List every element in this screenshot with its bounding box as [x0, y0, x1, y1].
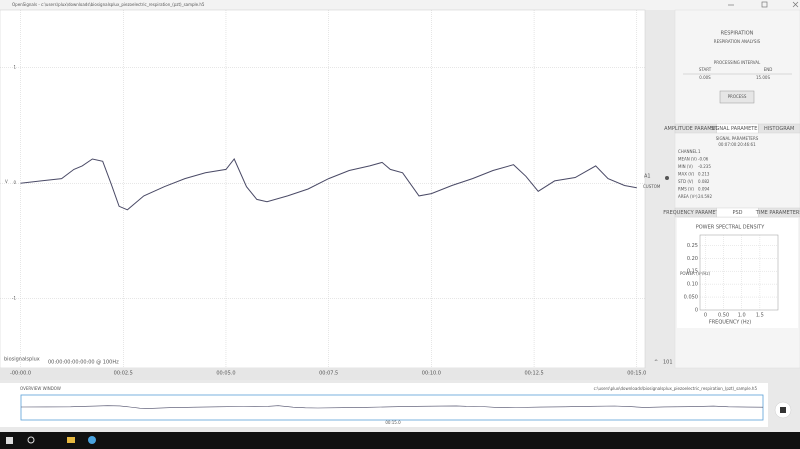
signal-line [20, 158, 637, 211]
tab-label[interactable]: TIME PARAMETERS [755, 210, 800, 216]
psd-y-tick-label: 0.050 [684, 295, 698, 301]
status-time: 00:00:00:00:00:00 @ 100Hz [48, 360, 119, 366]
param-name: MAX (V) [678, 172, 694, 177]
x-tick-label: 00:10.0 [422, 371, 441, 377]
logo: biosignalsplux [4, 357, 40, 363]
y-tick-label: 1 [13, 65, 16, 70]
tab-label[interactable]: PSD [732, 210, 742, 216]
param-value: 0.213 [698, 172, 710, 177]
param-value: 0.082 [698, 179, 710, 184]
psd-y-tick-label: 0 [695, 308, 698, 314]
tab-label[interactable]: AMPLITUDE PARAMETERS [664, 126, 727, 132]
y-axis-label: V [5, 179, 8, 184]
psd-x-label: FREQUENCY (Hz) [709, 320, 751, 326]
param-name: AREA (V²) [678, 194, 698, 199]
overview-end-time: 00:15.0 [385, 420, 401, 425]
y-tick-label: -1 [12, 296, 16, 301]
process-button[interactable] [719, 90, 755, 104]
channel-label: A1 [644, 174, 651, 180]
tab-label[interactable]: FREQUENCY PARAMETERS [663, 210, 728, 216]
param-value: -0.235 [698, 164, 711, 169]
scroll-up[interactable]: ^ [654, 360, 658, 366]
start-value[interactable]: 0.00S [699, 75, 711, 80]
param-name: STD (V) [678, 179, 694, 184]
panel-title: RESPIRATION [721, 31, 754, 37]
psd-x-tick-label: 0.50 [718, 313, 729, 319]
psd-title: POWER SPECTRAL DENSITY [696, 225, 766, 231]
overview-signal [20, 405, 764, 409]
param-name: MIN (V) [678, 164, 693, 169]
time-axis [0, 368, 645, 380]
param-name: CHANNEL [678, 149, 698, 154]
overview-title: OVERVIEW WINDOW [20, 386, 61, 391]
psd-y-label: POWER (V²/Hz) [680, 271, 710, 276]
psd-x-tick-label: 0 [704, 313, 707, 319]
psd-y-tick-label: 0.10 [687, 282, 698, 288]
zoom-level: 101 [663, 360, 673, 366]
y-tick-label: 0 [13, 180, 16, 185]
x-tick-label: 00:15.0 [627, 371, 646, 377]
param-value: 1 [698, 149, 701, 154]
param-value: -0.06 [698, 157, 709, 162]
title-bar [0, 0, 800, 10]
params-time: 00:07:00:20:46:61 [718, 142, 756, 147]
end-value[interactable]: 15.00S [756, 75, 770, 80]
main-plot [0, 9, 646, 369]
end-label: END [764, 67, 773, 72]
param-value: 0.094 [698, 187, 710, 192]
tab-label[interactable]: HISTOGRAM [764, 126, 794, 132]
overview-selection[interactable] [20, 394, 764, 421]
psd-x-tick-label: 1.0 [738, 313, 746, 319]
x-tick-label: 00:02.5 [114, 371, 133, 377]
param-value: 24.592 [698, 194, 712, 199]
channel-toggle[interactable] [665, 176, 669, 180]
panel-subtitle: RESPIRATION ANALYSIS [714, 39, 761, 44]
taskbar-icons[interactable] [6, 436, 96, 444]
x-tick-label: 00:05.0 [216, 371, 235, 377]
x-tick-label: 00:12.5 [524, 371, 543, 377]
window-title: OpenSignals - c:\users\plux\downloads\bi… [12, 2, 205, 7]
x-tick-label: -00:00.0 [10, 371, 31, 377]
channel-type: CUSTOM [643, 184, 661, 189]
interval-title: PROCESSING INTERVAL [714, 60, 761, 65]
psd-y-tick-label: 0.25 [687, 243, 698, 249]
x-tick-label: 00:07.5 [319, 371, 338, 377]
param-name: RMS (V) [678, 187, 694, 192]
param-name: MEAN (V) [678, 157, 697, 162]
stop-icon[interactable] [780, 407, 786, 413]
psd-y-tick-label: 0.15 [687, 269, 698, 275]
taskbar [0, 432, 800, 449]
process-button-label[interactable]: PROCESS [728, 94, 747, 99]
params-title: SIGNAL PARAMETERS [716, 136, 759, 141]
start-label: START [699, 67, 712, 72]
overview-file: c:\users\plux\downloads\biosignalsplux_p… [594, 386, 758, 391]
tab-label[interactable]: SIGNAL PARAMETERS [711, 126, 764, 132]
window-controls[interactable] [728, 1, 799, 8]
psd-x-tick-label: 1.5 [756, 313, 764, 319]
psd-y-tick-label: 0.20 [687, 256, 698, 262]
